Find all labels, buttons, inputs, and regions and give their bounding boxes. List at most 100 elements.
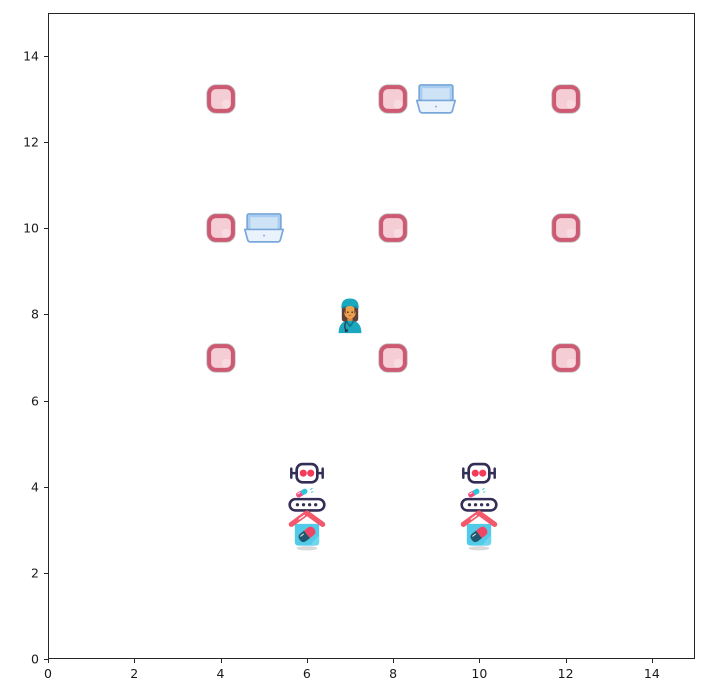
x-tick-mark: [393, 659, 395, 663]
pharmacy-capsule-gloss: [472, 533, 477, 537]
pink-square-body: [551, 214, 580, 243]
conveyor-roller-1: [295, 502, 299, 507]
pill-conveyor-marker: [287, 487, 327, 513]
pink-square-highlight: [221, 99, 231, 109]
pink-square-body: [206, 85, 235, 113]
pink-rounded-square-marker: [205, 342, 236, 373]
y-tick-label: 4: [31, 479, 39, 495]
conveyor-icon: [288, 487, 326, 512]
bed-icon: [416, 84, 457, 114]
y-tick-label: 2: [31, 565, 39, 581]
x-tick-label: 4: [216, 666, 225, 681]
pink-rounded-square-marker: [550, 213, 581, 244]
conveyor-sparkle: [309, 487, 314, 493]
y-tick-mark: [44, 56, 48, 58]
pharmacy-capsule: [298, 526, 316, 542]
conveyor-roller-3: [307, 502, 312, 507]
bed-headboard-inner: [422, 88, 450, 101]
y-tick-mark: [44, 486, 48, 488]
y-tick-label: 6: [31, 393, 39, 409]
y-tick-label: 8: [31, 306, 39, 322]
conveyor-icon: [460, 487, 498, 512]
conveyor-capsule: [295, 488, 308, 498]
pharmacy-body-shade: [482, 535, 492, 546]
robot-icon: [462, 462, 497, 484]
y-tick-label: 14: [23, 48, 39, 64]
pharmacy-house-icon: [288, 510, 326, 551]
x-tick-mark: [220, 659, 222, 663]
x-tick-label: 12: [557, 666, 574, 681]
pink-square-marker-icon: [378, 213, 408, 243]
pink-rounded-square-marker: [378, 213, 409, 244]
pharmacy-capsule-red-half: [476, 526, 488, 538]
x-tick-mark: [306, 659, 308, 663]
y-tick-label: 12: [23, 134, 39, 150]
pink-square-highlight: [393, 358, 403, 368]
conveyor-capsule-gloss: [297, 491, 301, 495]
x-tick-mark: [48, 659, 49, 663]
robot-icon: [289, 462, 324, 484]
nurse-icon: [338, 298, 362, 334]
conveyor-capsule-teal-half: [472, 488, 480, 495]
nurse-stethoscope-chestpiece: [344, 329, 348, 333]
x-tick-label: 6: [302, 666, 311, 681]
y-tick-mark: [44, 228, 48, 230]
pink-rounded-square-marker: [378, 84, 409, 115]
pharmacy-roof-highlight: [298, 514, 305, 520]
plot-area: [48, 13, 695, 659]
pharmacy-shadow: [296, 545, 318, 551]
pink-rounded-square-marker: [205, 213, 236, 244]
nurse-stethoscope-tube: [344, 321, 347, 331]
pharmacy-house-icon: [461, 510, 498, 551]
pink-square-marker-icon: [378, 342, 408, 373]
pharmacy-capsule-red-half: [303, 526, 316, 538]
x-tick-mark: [134, 659, 136, 663]
y-tick-mark: [44, 142, 48, 144]
bed-button: [435, 105, 438, 108]
nurse-eye-left: [346, 311, 349, 314]
bed-headboard-inner: [250, 217, 278, 230]
pharmacy-shadow: [468, 545, 490, 551]
pink-square-highlight: [566, 358, 576, 368]
nurse-bang-right: [354, 308, 356, 315]
robot-eye-left: [472, 469, 480, 477]
pharmacy-capsule-dark-half: [298, 530, 310, 542]
pharmacy-house-marker: [287, 509, 327, 551]
y-tick-mark: [44, 314, 48, 316]
x-tick-label: 14: [643, 666, 660, 681]
nurse-bang-left: [344, 308, 346, 315]
conveyor-roller-3: [480, 502, 484, 507]
x-tick-mark: [651, 659, 653, 663]
y-tick-mark: [44, 659, 48, 660]
conveyor-roller-2: [301, 502, 305, 507]
pharmacy-roof: [461, 510, 498, 527]
pink-square-marker-icon: [378, 84, 408, 114]
conveyor-sparkle: [482, 487, 486, 493]
pink-square-body: [379, 343, 407, 372]
pink-square-body: [379, 214, 407, 243]
blue-bed-marker: [241, 212, 286, 244]
pink-rounded-square-marker: [550, 342, 581, 373]
pink-square-marker-icon: [205, 213, 236, 243]
conveyor-capsule: [468, 488, 480, 498]
pink-square-body: [206, 343, 235, 372]
y-tick-label: 0: [31, 651, 39, 667]
bed-icon: [243, 213, 284, 244]
robot-head-marker: [460, 461, 498, 486]
pink-square-marker-icon: [205, 84, 236, 114]
pink-square-marker-icon: [550, 84, 581, 114]
conveyor-capsule-pink-half: [295, 490, 303, 498]
conveyor-roller-1: [468, 502, 472, 507]
conveyor-capsule-pink-half: [468, 490, 476, 498]
nurse-vneck: [345, 321, 355, 328]
pink-square-body: [206, 214, 235, 243]
pink-square-marker-icon: [205, 342, 236, 373]
robot-head-marker: [288, 461, 326, 486]
x-tick-mark: [565, 659, 567, 663]
pharmacy-capsule-dark-half: [470, 530, 483, 542]
pink-square-highlight: [393, 99, 403, 109]
pink-square-highlight: [566, 229, 576, 238]
pink-rounded-square-marker: [205, 84, 236, 115]
nurse-face: [344, 306, 356, 319]
